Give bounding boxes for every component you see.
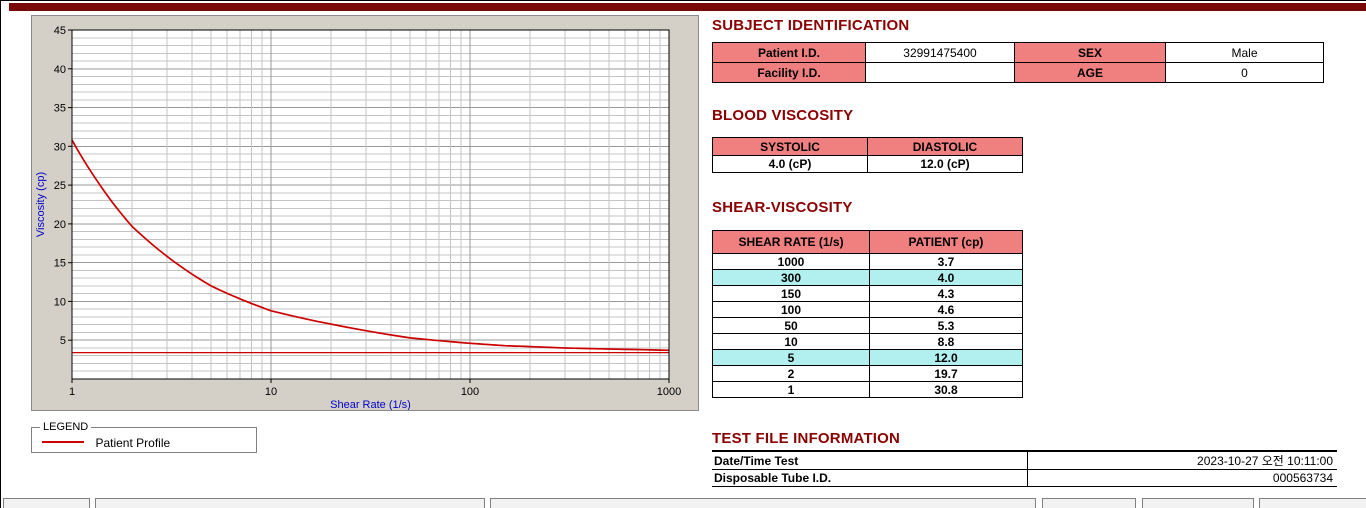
patient-cp-cell: 12.0 — [869, 349, 1023, 366]
patient-cp-cell: 19.7 — [869, 365, 1023, 382]
patient-cp-cell: 4.0 — [869, 269, 1023, 286]
table-row: 10 8.8 — [712, 333, 1023, 350]
shear-rate-column-header: SHEAR RATE (1/s) — [712, 230, 870, 254]
svg-text:1000: 1000 — [657, 386, 681, 398]
patient-cp-column-header: PATIENT (cp) — [869, 230, 1023, 254]
shear-viscosity-table: SHEAR RATE (1/s) PATIENT (cp) 1000 3.7 3… — [712, 230, 1023, 398]
table-row: Date/Time Test 2023-10-27 오전 10:11:00 — [712, 451, 1337, 470]
patient-cp-cell: 8.8 — [869, 333, 1023, 350]
bottom-panel-fragment[interactable] — [95, 498, 485, 508]
shear-rate-cell: 10 — [712, 333, 870, 350]
table-row: 50 5.3 — [712, 317, 1023, 334]
systolic-value: 4.0 (cP) — [712, 155, 868, 173]
svg-text:15: 15 — [54, 258, 66, 270]
shear-rate-cell: 100 — [712, 301, 870, 318]
sex-label: SEX — [1014, 42, 1166, 63]
table-row: 300 4.0 — [712, 269, 1023, 286]
bottom-panel-fragment[interactable] — [490, 498, 1036, 508]
facility-id-value — [865, 62, 1015, 83]
svg-text:10: 10 — [265, 386, 277, 398]
test-file-information-heading: TEST FILE INFORMATION — [712, 430, 901, 447]
svg-text:20: 20 — [54, 219, 66, 231]
sex-value: Male — [1165, 42, 1324, 63]
svg-text:1: 1 — [69, 386, 75, 398]
svg-text:5: 5 — [60, 335, 66, 347]
table-row: 150 4.3 — [712, 285, 1023, 302]
table-row: 4.0 (cP) 12.0 (cP) — [712, 155, 1023, 173]
bottom-button-fragment[interactable] — [1142, 498, 1254, 508]
bottom-button-fragment[interactable] — [3, 498, 90, 508]
systolic-label: SYSTOLIC — [712, 137, 868, 156]
table-row: 1000 3.7 — [712, 253, 1023, 270]
shear-rate-cell: 2 — [712, 365, 870, 382]
svg-text:Viscosity (cp): Viscosity (cp) — [35, 172, 47, 237]
patient-cp-cell: 30.8 — [869, 381, 1023, 398]
diastolic-value: 12.0 (cP) — [867, 155, 1023, 173]
shear-viscosity-heading: SHEAR-VISCOSITY — [712, 199, 853, 216]
shear-rate-cell: 5 — [712, 349, 870, 366]
blood-viscosity-heading: BLOOD VISCOSITY — [712, 107, 854, 124]
table-row: SYSTOLIC DIASTOLIC — [712, 137, 1023, 156]
subject-identification-table: Patient I.D. 32991475400 SEX Male Facili… — [712, 42, 1324, 83]
svg-text:10: 10 — [54, 296, 66, 308]
patient-id-label: Patient I.D. — [712, 42, 866, 63]
patient-cp-cell: 4.6 — [869, 301, 1023, 318]
blood-viscosity-table: SYSTOLIC DIASTOLIC 4.0 (cP) 12.0 (cP) — [712, 137, 1023, 173]
patient-id-value: 32991475400 — [865, 42, 1015, 63]
svg-text:Shear Rate (1/s): Shear Rate (1/s) — [330, 399, 411, 410]
viscosity-chart-panel: 5 10 15 20 25 30 35 40 45 1 10 100 1000 Shear Rate (1… — [31, 15, 699, 411]
disposable-tube-id-label: Disposable Tube I.D. — [712, 469, 1028, 487]
legend-series-label: Patient Profile — [95, 435, 171, 450]
svg-text:40: 40 — [54, 64, 66, 76]
table-row: Patient I.D. 32991475400 SEX Male — [712, 42, 1324, 63]
svg-text:35: 35 — [54, 103, 66, 115]
date-time-test-label: Date/Time Test — [712, 451, 1028, 470]
table-row: 2 19.7 — [712, 365, 1023, 382]
svg-text:45: 45 — [54, 25, 66, 37]
table-row: Facility I.D. AGE 0 — [712, 62, 1324, 83]
table-row: 1 30.8 — [712, 381, 1023, 398]
date-time-test-value: 2023-10-27 오전 10:11:00 — [1027, 451, 1337, 470]
disposable-tube-id-value: 000563734 — [1027, 469, 1337, 487]
diastolic-label: DIASTOLIC — [867, 137, 1023, 156]
viscosity-chart: 5 10 15 20 25 30 35 40 45 1 10 100 1000 Shear Rate (1… — [32, 16, 698, 415]
patient-cp-cell: 5.3 — [869, 317, 1023, 334]
test-file-information-table: Date/Time Test 2023-10-27 오전 10:11:00 Di… — [712, 450, 1337, 487]
window-title-bar — [9, 3, 1366, 11]
shear-rate-cell: 1000 — [712, 253, 870, 270]
legend-title: LEGEND — [43, 421, 89, 433]
patient-cp-cell: 4.3 — [869, 285, 1023, 302]
svg-text:100: 100 — [461, 386, 479, 398]
table-row: Disposable Tube I.D. 000563734 — [712, 469, 1337, 487]
shear-rate-cell: 150 — [712, 285, 870, 302]
age-label: AGE — [1014, 62, 1166, 83]
shear-rate-cell: 300 — [712, 269, 870, 286]
bottom-button-fragment[interactable] — [1259, 498, 1366, 508]
patient-cp-cell: 3.7 — [869, 253, 1023, 270]
table-header-row: SHEAR RATE (1/s) PATIENT (cp) — [712, 230, 1023, 254]
facility-id-label: Facility I.D. — [712, 62, 866, 83]
bottom-button-fragment[interactable] — [1042, 498, 1136, 508]
chart-legend: LEGEND Patient Profile — [31, 421, 257, 453]
svg-text:30: 30 — [54, 141, 66, 153]
table-row: 5 12.0 — [712, 349, 1023, 366]
svg-text:25: 25 — [54, 180, 66, 192]
table-row: 100 4.6 — [712, 301, 1023, 318]
shear-rate-cell: 1 — [712, 381, 870, 398]
legend-line-sample — [42, 440, 84, 443]
subject-identification-heading: SUBJECT IDENTIFICATION — [712, 17, 910, 34]
age-value: 0 — [1165, 62, 1324, 83]
shear-rate-cell: 50 — [712, 317, 870, 334]
